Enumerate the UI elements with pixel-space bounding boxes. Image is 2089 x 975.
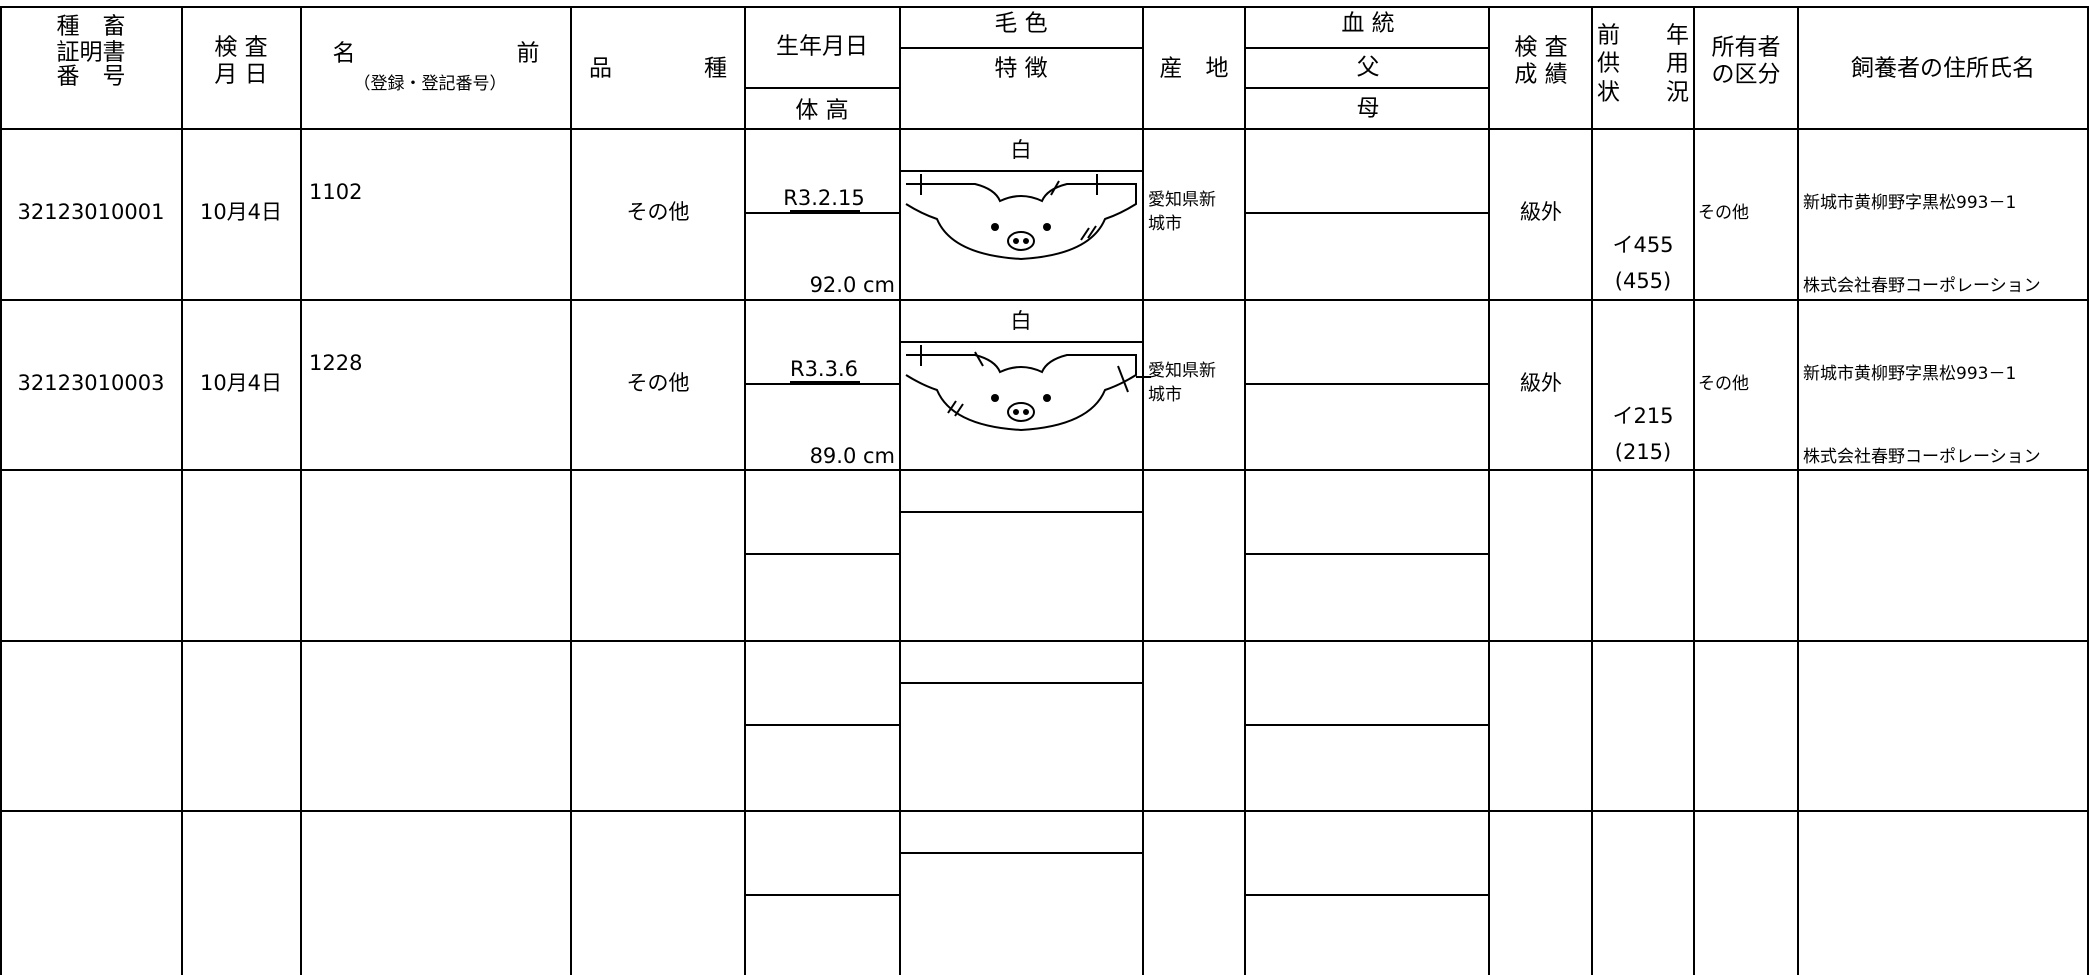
cert-no: 32123010003 bbox=[18, 371, 165, 395]
header-grade: 検 査 bbox=[1514, 35, 1567, 61]
header-inspection-date: 検 査 bbox=[214, 35, 267, 61]
pig-eye bbox=[1043, 223, 1051, 231]
coat-color: 白 bbox=[1011, 309, 1032, 333]
ear-mark bbox=[974, 351, 984, 367]
pig-nostril bbox=[1023, 238, 1029, 244]
header-name: 名 前 bbox=[333, 41, 540, 67]
breed: その他 bbox=[627, 200, 690, 224]
pig-snout bbox=[1007, 402, 1035, 422]
header-sire: 父 bbox=[1357, 55, 1380, 81]
pig-eye bbox=[991, 223, 999, 231]
origin: 愛知県新 bbox=[1148, 190, 1216, 210]
keeper-address: 新城市黄柳野字黒松993－1 bbox=[1803, 193, 2016, 213]
origin: 城市 bbox=[1148, 385, 1182, 405]
prior-use: イ215 bbox=[1612, 404, 1673, 428]
animal-name: 1102 bbox=[309, 180, 362, 204]
header-cert-no: 番 号 bbox=[57, 64, 126, 90]
header-height: 体 高 bbox=[795, 98, 848, 124]
header-name-sub: （登録・登記番号） bbox=[354, 74, 507, 94]
birth-date: R3.3.6 bbox=[790, 357, 858, 381]
origin: 愛知県新 bbox=[1148, 361, 1216, 381]
pig-nostril bbox=[1023, 409, 1029, 415]
keeper-name: 株式会社春野コーポレーション bbox=[1803, 276, 2041, 296]
inspection-date: 10月4日 bbox=[200, 200, 282, 224]
owner-type: その他 bbox=[1698, 203, 1749, 223]
ear-mark bbox=[1087, 225, 1097, 239]
header-features: 特 徴 bbox=[994, 56, 1047, 82]
breed: その他 bbox=[627, 371, 690, 395]
pig-nostril bbox=[1013, 238, 1019, 244]
header-origin: 産 地 bbox=[1160, 56, 1229, 82]
keeper-name: 株式会社春野コーポレーション bbox=[1803, 447, 2041, 467]
pig-snout bbox=[1007, 231, 1035, 251]
origin: 城市 bbox=[1148, 214, 1182, 234]
ear-mark bbox=[954, 403, 964, 417]
keeper-address: 新城市黄柳野字黒松993－1 bbox=[1803, 364, 2016, 384]
ear-mark bbox=[1080, 227, 1090, 241]
prior-use: (455) bbox=[1615, 269, 1671, 293]
ear-mark bbox=[1117, 365, 1129, 393]
ear-mark bbox=[947, 400, 957, 414]
header-owner-type: 所有者 bbox=[1712, 35, 1781, 61]
header-cert-no: 種 畜 bbox=[57, 14, 126, 40]
inspection-date: 10月4日 bbox=[200, 371, 282, 395]
grade: 級外 bbox=[1520, 371, 1562, 395]
coat-color: 白 bbox=[1011, 138, 1032, 162]
header-breed: 品 種 bbox=[589, 56, 727, 82]
ear-mark bbox=[1050, 180, 1060, 196]
header-prior-use: 前 年 bbox=[1597, 23, 1689, 49]
owner-type: その他 bbox=[1698, 374, 1749, 394]
header-keeper: 飼養者の住所氏名 bbox=[1851, 56, 2035, 82]
prior-use: (215) bbox=[1615, 440, 1671, 464]
height: 89.0 cm bbox=[810, 444, 895, 468]
pig-eye bbox=[991, 394, 999, 402]
pig-face bbox=[905, 354, 1137, 432]
header-cert-no: 証明書 bbox=[57, 40, 126, 66]
header-birth-date: 生年月日 bbox=[776, 34, 868, 60]
prior-use: イ455 bbox=[1612, 233, 1673, 257]
height: 92.0 cm bbox=[810, 273, 895, 297]
pig-nostril bbox=[1013, 409, 1019, 415]
header-dam: 母 bbox=[1357, 96, 1380, 122]
header-grade: 成 績 bbox=[1514, 62, 1567, 88]
header-prior-use: 状 況 bbox=[1597, 80, 1689, 106]
header-owner-type: の区分 bbox=[1712, 62, 1781, 88]
pig-eye bbox=[1043, 394, 1051, 402]
header-coat-color: 毛 色 bbox=[994, 11, 1047, 37]
cert-no: 32123010001 bbox=[18, 200, 165, 224]
header-inspection-date: 月 日 bbox=[214, 62, 267, 88]
header-pedigree: 血 統 bbox=[1341, 11, 1394, 37]
header-prior-use: 供 用 bbox=[1597, 51, 1689, 77]
animal-name: 1228 bbox=[309, 351, 362, 375]
grade: 級外 bbox=[1520, 200, 1562, 224]
birth-date: R3.2.15 bbox=[783, 186, 864, 210]
pig-face bbox=[905, 183, 1137, 261]
